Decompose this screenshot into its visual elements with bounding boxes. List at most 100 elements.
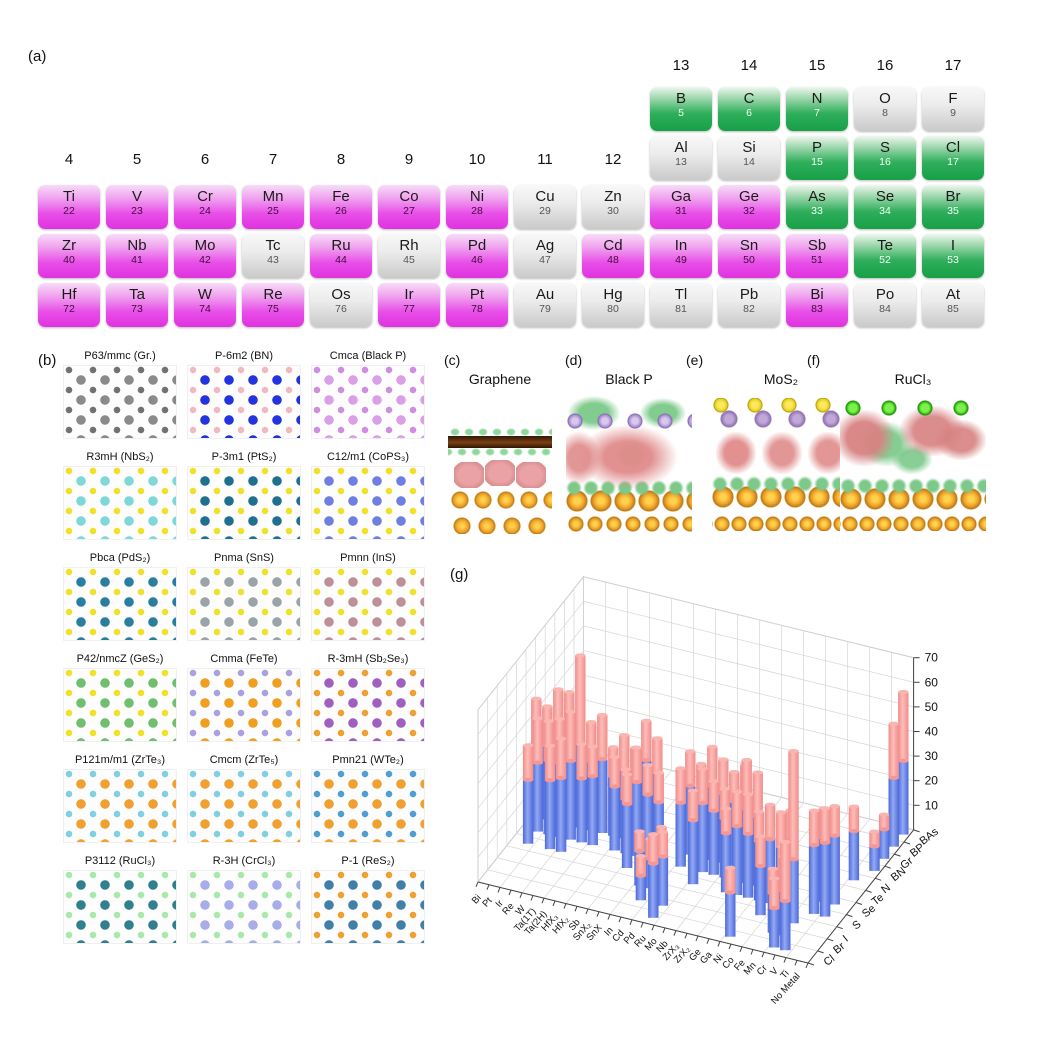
bar-top-cap: [635, 853, 647, 859]
bar-bottom-segment: [697, 803, 708, 873]
element-number: 26: [335, 205, 347, 217]
bar-junction: [878, 827, 890, 832]
structure-label: C12/m1 (CoPS₃): [326, 451, 410, 463]
bar-junction: [657, 854, 669, 859]
element-number: 83: [811, 303, 823, 315]
structure-label: Cmma (FeTe): [210, 653, 278, 665]
bar-bottom-segment: [648, 863, 659, 918]
structure-lattice-image: [187, 466, 301, 540]
x-tick: [739, 946, 743, 952]
element-cell-Tc: Tc 43: [242, 234, 304, 278]
y-tick: [913, 829, 920, 833]
bar-top-cap: [652, 736, 663, 741]
stacked-bar: [769, 876, 780, 948]
bar-top-cap: [808, 808, 820, 813]
bar-bottom-segment: [532, 762, 543, 832]
bar-top-cap: [631, 745, 642, 750]
structure-tile: Cmcm (ZrTe₅): [186, 754, 302, 843]
stacked-bar: [587, 744, 598, 846]
bar-bottom-segment: [829, 835, 840, 905]
bar-top-segment: [635, 856, 647, 876]
bar-top-segment: [555, 738, 567, 778]
element-symbol: Cd: [603, 237, 623, 254]
element-symbol: Re: [263, 286, 283, 303]
element-symbol: Rh: [399, 237, 419, 254]
stacked-bar: [522, 743, 534, 844]
bar-top-segment: [642, 765, 653, 795]
bar-top-cap: [648, 832, 659, 837]
element-symbol: Zn: [604, 188, 622, 205]
bar-top-cap: [767, 866, 779, 871]
bar-bottom-segment: [742, 833, 754, 898]
bar-top-cap: [898, 689, 909, 694]
bar-top-cap: [565, 709, 576, 714]
element-cell-Mo: Mo 42: [174, 234, 236, 278]
bar-top-cap: [888, 721, 899, 726]
element-number: 76: [335, 303, 347, 315]
chart-y-tick-label: Te: [870, 892, 887, 909]
x-tick: [805, 962, 809, 969]
element-number: 73: [131, 303, 143, 315]
bar-bottom-segment: [675, 802, 686, 867]
bar-top-segment: [576, 744, 587, 779]
bar-top-cap: [656, 824, 667, 829]
element-number: 5: [678, 107, 684, 119]
structure-tile: P-1 (ReS₂): [310, 855, 426, 944]
bar-junction: [708, 808, 719, 813]
bar-junction: [532, 760, 543, 765]
group-header-9: 9: [404, 151, 414, 168]
bar-top-segment: [587, 746, 598, 777]
element-cell-Fe: Fe 26: [310, 185, 372, 229]
element-cell-Tl: Tl 81: [650, 283, 712, 327]
element-number: 49: [675, 254, 687, 266]
element-number: 80: [607, 303, 619, 315]
bar-bottom-segment: [597, 759, 608, 833]
structure-lattice-image: [63, 466, 177, 540]
stacked-bar: [819, 806, 831, 917]
bar-top-segment: [720, 808, 732, 834]
y-tick: [903, 841, 911, 845]
bar-bottom-segment: [888, 777, 899, 847]
element-cell-Ni: Ni 28: [446, 185, 508, 229]
element-symbol: F: [948, 90, 958, 107]
element-symbol: Cl: [945, 139, 961, 156]
chart-z-tick-label: 70: [925, 651, 939, 665]
x-tick: [607, 914, 611, 920]
element-number: 84: [879, 303, 891, 315]
element-number: 45: [403, 254, 415, 266]
element-number: 46: [471, 254, 483, 266]
element-symbol: Ga: [670, 188, 691, 205]
chart-z-tick-label: 50: [925, 700, 939, 714]
element-number: 85: [947, 303, 959, 315]
chart-bars: [522, 653, 909, 951]
bar-top-segment: [808, 810, 820, 846]
bar-bottom-segment: [687, 820, 699, 885]
element-number: 72: [63, 303, 75, 315]
element-cell-Hf: Hf 72: [38, 283, 100, 327]
y-tick: [827, 938, 834, 942]
bar-top-segment: [685, 751, 696, 786]
bar-junction: [788, 857, 799, 862]
bar-bottom-segment: [731, 826, 743, 895]
element-number: 34: [879, 205, 891, 217]
bar-top-segment: [634, 831, 645, 852]
element-number: 28: [471, 205, 483, 217]
element-number: 6: [746, 107, 752, 119]
element-symbol: Os: [331, 286, 351, 303]
bar-top-cap: [725, 865, 736, 870]
element-cell-Pd: Pd 46: [446, 234, 508, 278]
element-symbol: Pd: [467, 237, 487, 254]
element-number: 33: [811, 205, 823, 217]
bar-top-segment: [621, 774, 633, 805]
element-cell-Nb: Nb 41: [106, 234, 168, 278]
bar-top-segment: [522, 745, 534, 780]
structure-lattice-image: [187, 870, 301, 944]
bar-top-cap: [718, 757, 729, 762]
element-cell-At: At 85: [922, 283, 984, 327]
stacked-bar: [609, 754, 620, 851]
bar-top-segment: [775, 812, 787, 847]
bar-top-cap: [819, 806, 831, 811]
stacked-bar: [808, 808, 820, 914]
structure-label: P42/nmcZ (GeS₂): [76, 653, 164, 665]
